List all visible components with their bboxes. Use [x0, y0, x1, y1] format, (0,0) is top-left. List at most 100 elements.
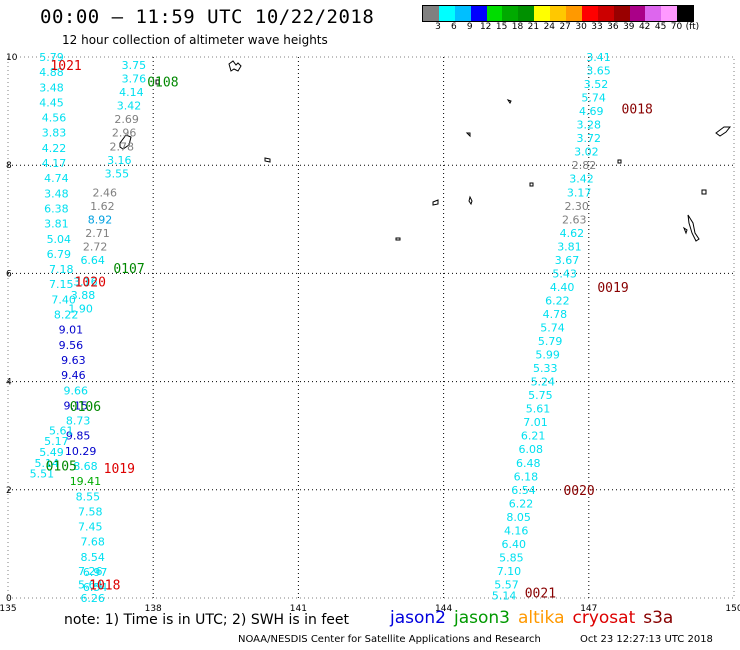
swh-value: 5.49	[39, 446, 64, 459]
color-scale-labels: 3 6 9 12 15 18 21 24 27 30 33 36 39 42 45 70 (ft)	[422, 22, 740, 34]
color-scale-label: 39	[623, 22, 635, 32]
pass-time-label: 0105	[46, 459, 77, 474]
swh-value: 7.10	[497, 565, 522, 578]
color-scale-label: 30	[575, 22, 587, 32]
swh-value: 7.15	[49, 278, 74, 291]
island-shape	[715, 126, 732, 137]
color-swatch	[613, 6, 630, 21]
color-scale-label: 36	[607, 22, 619, 32]
color-swatch	[566, 6, 582, 21]
swh-value: 6.79	[47, 248, 72, 261]
color-scale-label: (ft)	[685, 22, 700, 32]
swh-value: 3.81	[44, 218, 69, 231]
island-shape	[155, 79, 160, 85]
color-swatch	[518, 6, 535, 21]
color-swatch	[629, 6, 646, 21]
color-scale-label: 24	[543, 22, 556, 32]
swh-value: 3.75	[122, 59, 147, 72]
swh-value: 2.96	[112, 127, 137, 140]
swh-value: 4.16	[504, 524, 529, 537]
swh-value: 8.05	[506, 511, 531, 524]
swh-value: 6.21	[521, 430, 546, 443]
island-shape	[119, 134, 132, 150]
swh-value: 5.75	[528, 389, 553, 402]
island-shape	[701, 189, 707, 195]
swh-value: 3.83	[42, 127, 67, 140]
swh-value: 3.76	[122, 73, 147, 86]
pass-time-label: 1019	[104, 462, 135, 477]
swh-value: 9.46	[61, 369, 86, 382]
swh-value: 5.74	[540, 322, 565, 335]
color-swatch	[677, 6, 694, 21]
swh-value: 8.54	[80, 551, 105, 564]
swh-value: 2.82	[572, 159, 597, 172]
swh-value: 3.28	[577, 119, 602, 132]
x-tick-label: 135	[0, 604, 17, 614]
swh-value: 6.18	[514, 470, 539, 483]
swh-value: 9.63	[61, 354, 86, 367]
swh-value: 6.54	[511, 484, 536, 497]
swh-value: 5.61	[526, 403, 551, 416]
swh-value: 2.72	[83, 240, 108, 253]
swh-value: 10.29	[65, 445, 97, 458]
swh-value: 5.99	[535, 349, 560, 362]
color-scale-label: 42	[638, 22, 651, 32]
swh-value: 1.62	[90, 200, 115, 213]
swh-value: 3.16	[107, 154, 132, 167]
color-swatch	[502, 6, 519, 21]
swh-value: 5.79	[538, 335, 563, 348]
swh-value: 6.54	[83, 581, 108, 594]
swh-value: 9.15	[64, 399, 89, 412]
generation-timestamp: Oct 23 12:27:13 UTC 2018	[580, 634, 713, 645]
swh-value: 5.43	[552, 267, 577, 280]
island-shape	[395, 237, 401, 241]
swh-value: 4.22	[42, 142, 67, 155]
swh-value: 6.22	[509, 497, 534, 510]
swh-value: 3.55	[105, 167, 130, 180]
swh-value: 6.38	[44, 202, 69, 215]
x-tick-label: 147	[580, 604, 597, 614]
swh-value: 3.42	[569, 173, 594, 186]
x-tick-label: 141	[290, 604, 307, 614]
swh-value: 7.45	[78, 521, 103, 534]
color-swatch	[661, 6, 678, 21]
swh-value: 2.78	[109, 140, 134, 153]
island-shape	[468, 195, 473, 206]
pass-time-label: 1020	[75, 276, 106, 291]
pass-time-label: 0106	[70, 400, 101, 415]
swh-value: 9.56	[59, 339, 84, 352]
legend-item-cryosat: cryosat	[572, 608, 636, 628]
island-outlines	[119, 60, 732, 242]
map-subtitle: 12 hour collection of altimeter wave hei…	[62, 33, 328, 47]
swh-value: 6.22	[545, 294, 570, 307]
island-shape	[228, 60, 242, 72]
swh-value: 4.69	[579, 105, 604, 118]
color-scale-label: 15	[495, 22, 508, 32]
swh-value: 5.17	[44, 435, 69, 448]
swh-value: 3.72	[577, 132, 602, 145]
swh-values: 5.79 4.88 3.48 4.45 4.56 3.83 4.22 4.17 4.74 3.48…	[30, 51, 611, 605]
color-scale-label: 27	[559, 22, 571, 32]
swh-value: 5.64	[78, 578, 103, 591]
map-note: note: 1) Time is in UTC; 2) SWH is in fe…	[64, 612, 350, 628]
map-grid	[7, 56, 735, 599]
swh-value: 5.79	[39, 51, 64, 64]
color-swatch	[470, 6, 487, 21]
swh-value: 5.04	[47, 233, 72, 246]
swh-value: 3.65	[586, 65, 611, 78]
color-swatch	[438, 6, 455, 21]
pass-time-label: 0018	[622, 102, 653, 117]
pass-time-label: 0021	[525, 587, 556, 602]
swh-value: 7.01	[523, 416, 548, 429]
swh-value: 3.81	[557, 240, 582, 253]
swh-value: 7.68	[80, 536, 105, 549]
credit-line: NOAA/NESDIS Center for Satellite Applica…	[238, 634, 541, 645]
legend-item-jason3: jason3	[454, 608, 510, 628]
swh-value: 3.42	[117, 100, 142, 113]
y-tick-label: 10	[6, 53, 18, 63]
swh-value: 7.40	[51, 293, 76, 306]
swh-value: 6.48	[516, 457, 541, 470]
swh-value: 7.18	[49, 263, 74, 276]
island-shape	[617, 159, 622, 164]
color-scale-label: 45	[654, 22, 667, 32]
